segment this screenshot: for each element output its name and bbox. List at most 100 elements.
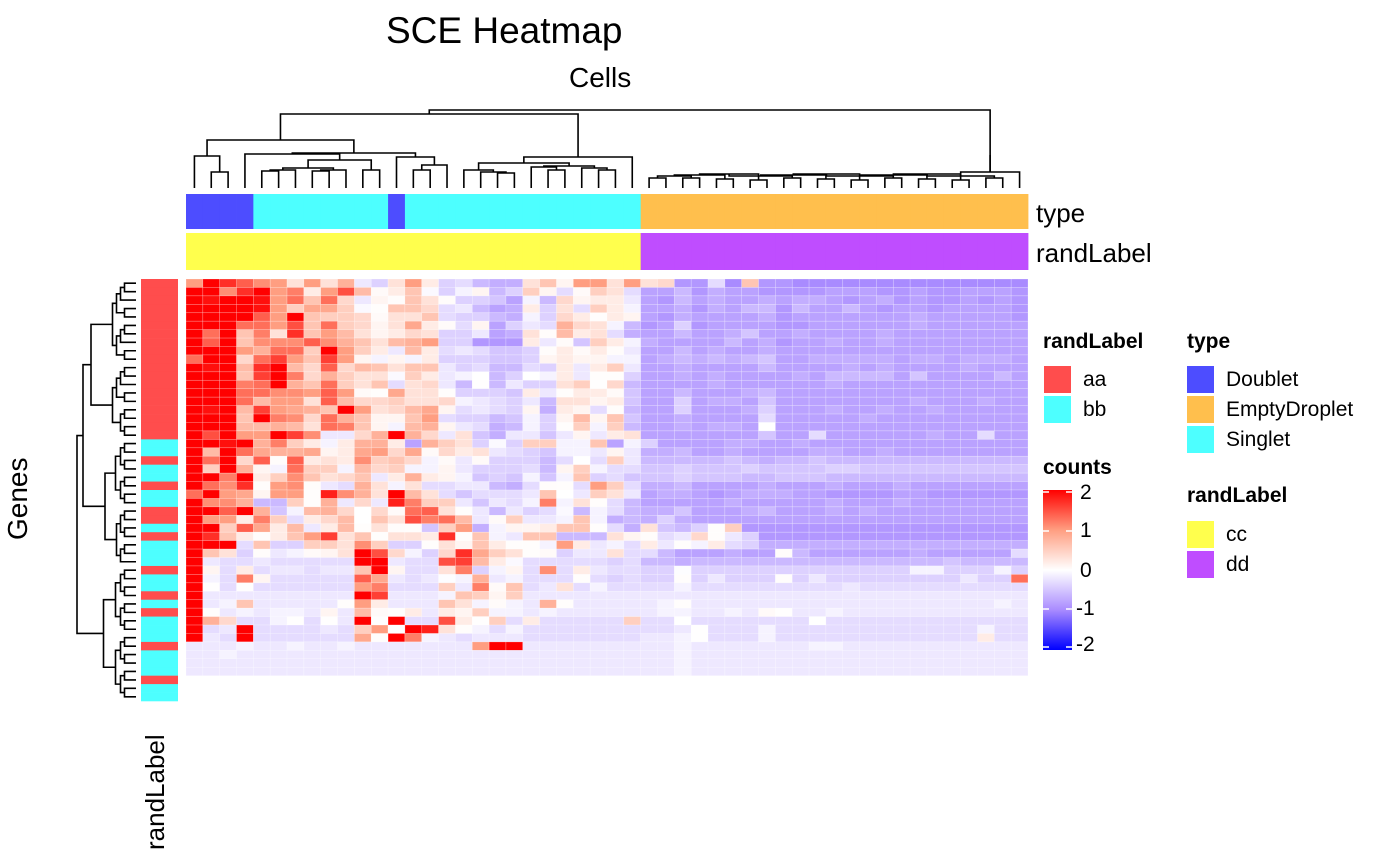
heatmap-cell: [522, 396, 540, 406]
heatmap-cell: [842, 320, 860, 330]
heatmap-cell: [775, 312, 793, 322]
heatmap-cell: [438, 295, 456, 305]
heatmap-cell: [724, 312, 743, 322]
randlabel-row-annotation-cell: [141, 498, 178, 508]
heatmap-cell: [707, 658, 726, 668]
heatmap-cell: [808, 430, 827, 440]
heatmap-cell: [943, 295, 961, 305]
heatmap-cell: [539, 506, 557, 516]
heatmap-cell: [758, 430, 776, 440]
heatmap-cell: [994, 455, 1012, 465]
heatmap-cell: [185, 422, 204, 432]
heatmap-cell: [690, 346, 709, 356]
heatmap-cell: [690, 379, 709, 390]
heatmap-cell: [859, 666, 877, 676]
heatmap-cell: [589, 447, 608, 457]
heatmap-cell: [674, 379, 692, 390]
heatmap-cell: [960, 278, 978, 288]
randlabel-column-annotation-cell: [489, 233, 507, 270]
heatmap-cell: [404, 582, 423, 592]
heatmap-cell: [387, 633, 406, 643]
heatmap-cell: [741, 278, 759, 288]
heatmap-cell: [471, 295, 490, 305]
heatmap-cell: [977, 346, 995, 356]
heatmap-cell: [320, 540, 338, 550]
heatmap-cell: [539, 379, 557, 390]
randlabel-row-annotation-cell: [141, 287, 178, 297]
heatmap-cell: [404, 312, 423, 322]
heatmap-cell: [438, 464, 456, 474]
heatmap-cell: [202, 405, 220, 415]
heatmap-cell: [185, 346, 204, 356]
heatmap-cell: [674, 515, 692, 525]
heatmap-cell: [892, 371, 911, 381]
type-annotation-cell: [724, 194, 743, 229]
heatmap-cell: [842, 363, 860, 373]
heatmap-cell: [741, 447, 759, 457]
heatmap-cell: [438, 599, 456, 609]
heatmap-cell: [623, 312, 641, 322]
heatmap-cell: [994, 413, 1012, 423]
heatmap-cell: [269, 616, 288, 626]
heatmap-cell: [421, 464, 439, 474]
heatmap-cell: [488, 633, 507, 643]
heatmap-cell: [286, 337, 305, 347]
heatmap-cell: [606, 422, 625, 432]
heatmap-cell: [589, 574, 608, 584]
heatmap-cell: [455, 489, 473, 499]
heatmap-cell: [354, 582, 372, 592]
heatmap-cell: [370, 624, 389, 634]
heatmap-cell: [892, 540, 911, 550]
heatmap-cell: [556, 346, 574, 356]
heatmap-cell: [775, 354, 793, 364]
heatmap-cell: [977, 565, 995, 575]
heatmap-cell: [606, 371, 625, 381]
heatmap-cell: [303, 312, 322, 322]
heatmap-cell: [1010, 582, 1029, 592]
heatmap-cell: [909, 658, 928, 668]
heatmap-cell: [589, 540, 608, 550]
heatmap-cell: [690, 574, 709, 584]
heatmap-cell: [623, 396, 641, 406]
heatmap-cell: [185, 481, 204, 491]
heatmap-cell: [539, 405, 557, 415]
heatmap-cell: [488, 329, 507, 339]
heatmap-cell: [606, 379, 625, 390]
heatmap-cell: [640, 295, 658, 305]
heatmap-cell: [859, 641, 877, 651]
heatmap-cell: [573, 531, 591, 541]
heatmap-cell: [724, 574, 743, 584]
heatmap-cell: [556, 548, 574, 558]
heatmap-cell: [185, 616, 204, 626]
heatmap-cell: [438, 489, 456, 499]
heatmap-cell: [219, 329, 237, 339]
heatmap-cell: [471, 531, 490, 541]
heatmap-cell: [1010, 287, 1029, 297]
heatmap-cell: [657, 447, 675, 457]
heatmap-cell: [876, 548, 894, 558]
heatmap-cell: [724, 548, 743, 558]
heatmap-cell: [556, 599, 574, 609]
heatmap-cell: [825, 371, 844, 381]
heatmap-cell: [741, 413, 759, 423]
heatmap-cell: [404, 506, 423, 516]
heatmap-cell: [909, 498, 928, 508]
heatmap-cell: [253, 430, 271, 440]
heatmap-cell: [808, 557, 827, 567]
heatmap-cell: [808, 515, 827, 525]
heatmap-cell: [623, 472, 641, 482]
heatmap-cell: [859, 658, 877, 668]
heatmap-cell: [657, 312, 675, 322]
heatmap-cell: [994, 354, 1012, 364]
heatmap-cell: [370, 548, 389, 558]
heatmap-cell: [808, 354, 827, 364]
type-annotation-cell: [219, 194, 237, 229]
heatmap-cell: [1010, 472, 1029, 482]
heatmap-cell: [505, 363, 524, 373]
heatmap-cell: [859, 430, 877, 440]
heatmap-cell: [741, 464, 759, 474]
heatmap-cell: [404, 531, 423, 541]
heatmap-cell: [909, 590, 928, 601]
heatmap-cell: [253, 304, 271, 314]
